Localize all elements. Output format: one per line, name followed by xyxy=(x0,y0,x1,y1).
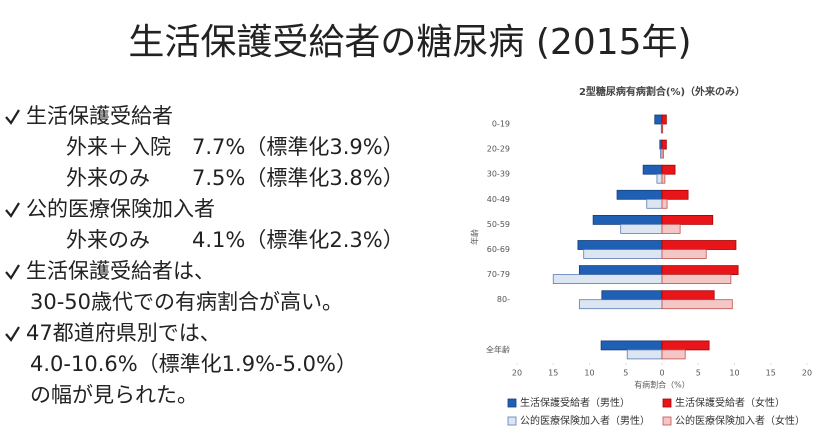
bullet-line: の幅が見られた。 xyxy=(30,383,198,407)
bar xyxy=(661,290,715,301)
x-tick-label: 10 xyxy=(729,369,739,378)
bar xyxy=(654,114,663,125)
bar xyxy=(661,349,686,360)
legend-swatch xyxy=(662,416,672,426)
bar xyxy=(577,240,663,250)
bar xyxy=(661,123,664,134)
bar xyxy=(620,223,663,234)
bar xyxy=(661,223,681,234)
bar xyxy=(661,139,667,150)
bullet-line: 30-50歳代での有病割合が高い。 xyxy=(30,290,343,314)
bar xyxy=(592,214,663,225)
bullet-line: 4.0-10.6%（標準化1.9%-5.0%） xyxy=(30,352,357,376)
bar xyxy=(661,249,707,259)
y-tick-label: 60-69 xyxy=(487,245,510,254)
bullet-line: 外来＋入院 7.7%（標準化3.9%） xyxy=(66,135,404,159)
check-mark xyxy=(5,202,20,218)
bar xyxy=(656,173,663,184)
y-tick-label: 70-79 xyxy=(487,270,510,279)
chart-title: 2型糖尿病有病割合(%)（外来のみ） xyxy=(579,85,745,98)
bar xyxy=(616,189,663,200)
bar xyxy=(661,299,733,310)
bar xyxy=(661,173,666,184)
x-tick-label: 15 xyxy=(548,369,558,378)
bar xyxy=(661,189,689,200)
x-tick-label: 10 xyxy=(584,369,594,378)
bar xyxy=(626,349,663,360)
x-axis-title: 有病割合（%） xyxy=(634,380,690,390)
y-tick-label: 30-39 xyxy=(487,170,510,179)
bar xyxy=(661,214,714,225)
bar xyxy=(661,265,739,276)
bullet-line: 外来のみ 4.1%（標準化2.3%） xyxy=(66,228,404,252)
y-tick-label: 全年齢 xyxy=(486,344,510,354)
bar xyxy=(600,340,663,351)
y-tick-label: 80- xyxy=(497,295,510,304)
y-tick-label: 20-29 xyxy=(487,145,510,154)
bullet-heading: 47都道府県別では、 xyxy=(26,321,221,345)
bullet-line: 外来のみ 7.5%（標準化3.8%） xyxy=(66,166,404,190)
legend-label: 公的医療保険加入者（女性） xyxy=(675,414,805,427)
bar xyxy=(661,114,667,125)
x-tick-label: 20 xyxy=(802,369,812,378)
check-mark xyxy=(5,109,20,125)
legend-label: 生活保護受給者（女性） xyxy=(675,396,785,409)
bar xyxy=(646,198,663,209)
bullet-heading: 生活保護受給者は、 xyxy=(26,259,215,283)
bar xyxy=(661,274,732,285)
bar xyxy=(642,164,663,175)
bar xyxy=(661,198,668,209)
check-mark xyxy=(5,264,20,280)
bar xyxy=(578,299,663,310)
x-tick-label: 20 xyxy=(512,369,522,378)
bar xyxy=(601,290,663,301)
legend-label: 生活保護受給者（男性） xyxy=(520,396,630,409)
y-axis-title: 年齢 xyxy=(470,229,480,245)
bullet-heading: 生活保護受給者 xyxy=(26,104,173,128)
legend-swatch xyxy=(662,398,672,408)
y-tick-label: 40-49 xyxy=(487,195,510,204)
bar xyxy=(552,274,663,285)
x-tick-label: 5 xyxy=(696,369,701,378)
x-tick-label: 0 xyxy=(659,369,664,378)
bar xyxy=(661,148,664,159)
check-mark xyxy=(5,326,20,342)
slide-title: 生活保護受給者の糖尿病 (2015年) xyxy=(128,22,691,63)
bar xyxy=(661,164,676,175)
y-tick-label: 0-19 xyxy=(492,120,510,129)
bar xyxy=(661,340,710,351)
legend-swatch xyxy=(507,416,517,426)
bar xyxy=(661,240,737,250)
x-tick-label: 15 xyxy=(766,369,776,378)
bar xyxy=(583,249,663,259)
bar xyxy=(578,265,663,276)
bullet-heading: 公的医療保険加入者 xyxy=(26,197,215,221)
y-tick-label: 50-59 xyxy=(487,220,510,229)
legend-swatch xyxy=(507,398,517,408)
legend-label: 公的医療保険加入者（男性） xyxy=(520,414,650,427)
x-tick-label: 5 xyxy=(623,369,628,378)
